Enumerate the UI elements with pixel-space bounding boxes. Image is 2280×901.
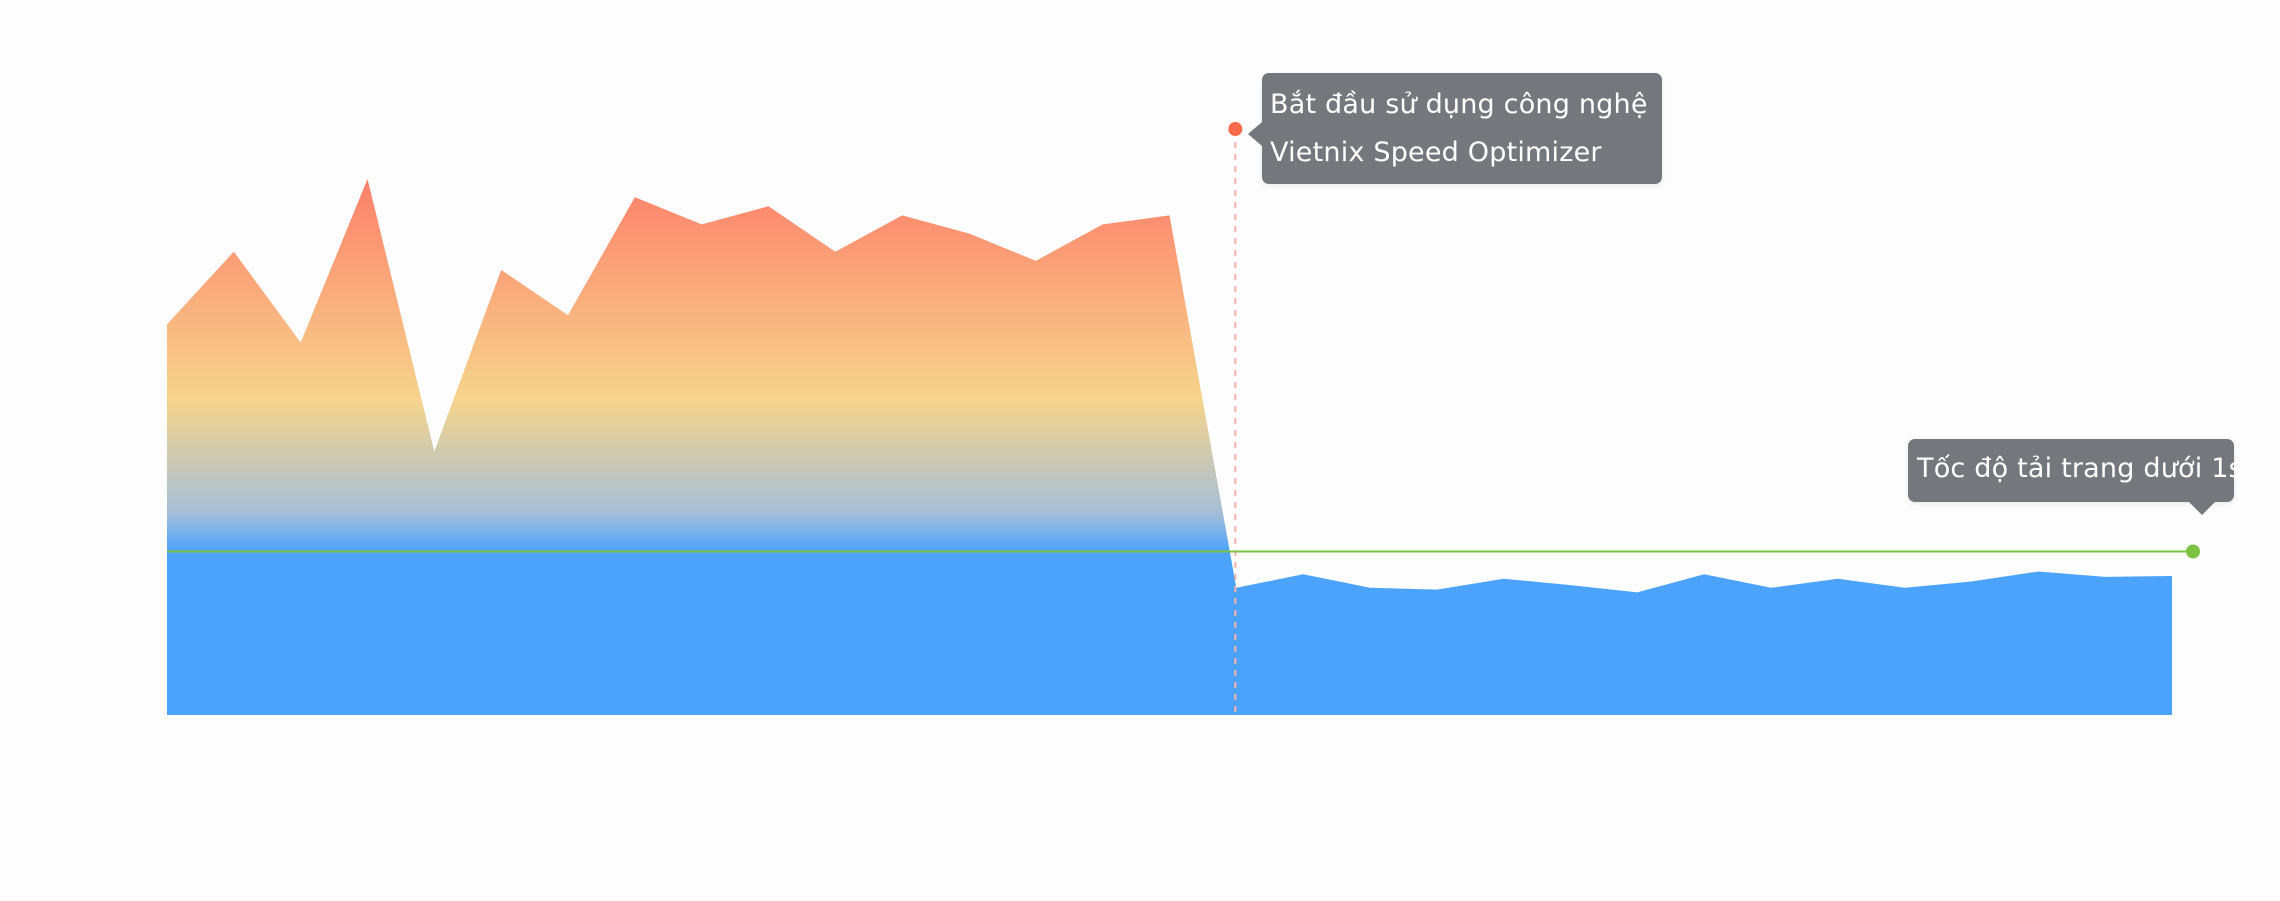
event-annotation-line-1: Bắt đầu sử dụng công nghệ <box>1270 89 1648 120</box>
event-annotation-tooltip: Bắt đầu sử dụng công nghệ Vietnix Speed … <box>1248 73 1662 184</box>
target-annotation-tooltip: Tốc độ tải trang dưới 1s <box>1908 439 2243 515</box>
speed-area-series <box>167 179 2172 715</box>
event-annotation-line-2: Vietnix Speed Optimizer <box>1270 137 1602 168</box>
target-marker-dot[interactable] <box>2186 544 2200 559</box>
target-annotation-text: Tốc độ tải trang dưới 1s <box>1917 453 2243 484</box>
event-marker-dot[interactable] <box>1228 122 1243 136</box>
